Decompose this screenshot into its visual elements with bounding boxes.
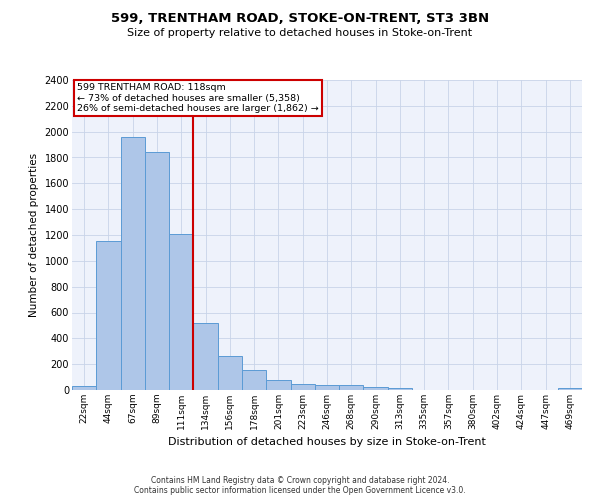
Text: Size of property relative to detached houses in Stoke-on-Trent: Size of property relative to detached ho… xyxy=(127,28,473,38)
Bar xyxy=(218,356,242,390)
Bar xyxy=(242,370,266,390)
Bar xyxy=(388,388,412,390)
Bar xyxy=(169,234,193,390)
Bar xyxy=(266,380,290,390)
Bar xyxy=(558,388,582,390)
Bar xyxy=(364,387,388,390)
Text: 599, TRENTHAM ROAD, STOKE-ON-TRENT, ST3 3BN: 599, TRENTHAM ROAD, STOKE-ON-TRENT, ST3 … xyxy=(111,12,489,26)
Bar xyxy=(339,385,364,390)
X-axis label: Distribution of detached houses by size in Stoke-on-Trent: Distribution of detached houses by size … xyxy=(168,438,486,448)
Bar xyxy=(72,386,96,390)
Y-axis label: Number of detached properties: Number of detached properties xyxy=(29,153,39,317)
Text: Contains HM Land Registry data © Crown copyright and database right 2024.
Contai: Contains HM Land Registry data © Crown c… xyxy=(134,476,466,495)
Bar xyxy=(145,152,169,390)
Bar xyxy=(121,137,145,390)
Bar xyxy=(193,324,218,390)
Bar xyxy=(290,384,315,390)
Bar xyxy=(315,384,339,390)
Text: 599 TRENTHAM ROAD: 118sqm
← 73% of detached houses are smaller (5,358)
26% of se: 599 TRENTHAM ROAD: 118sqm ← 73% of detac… xyxy=(77,83,319,113)
Bar xyxy=(96,242,121,390)
